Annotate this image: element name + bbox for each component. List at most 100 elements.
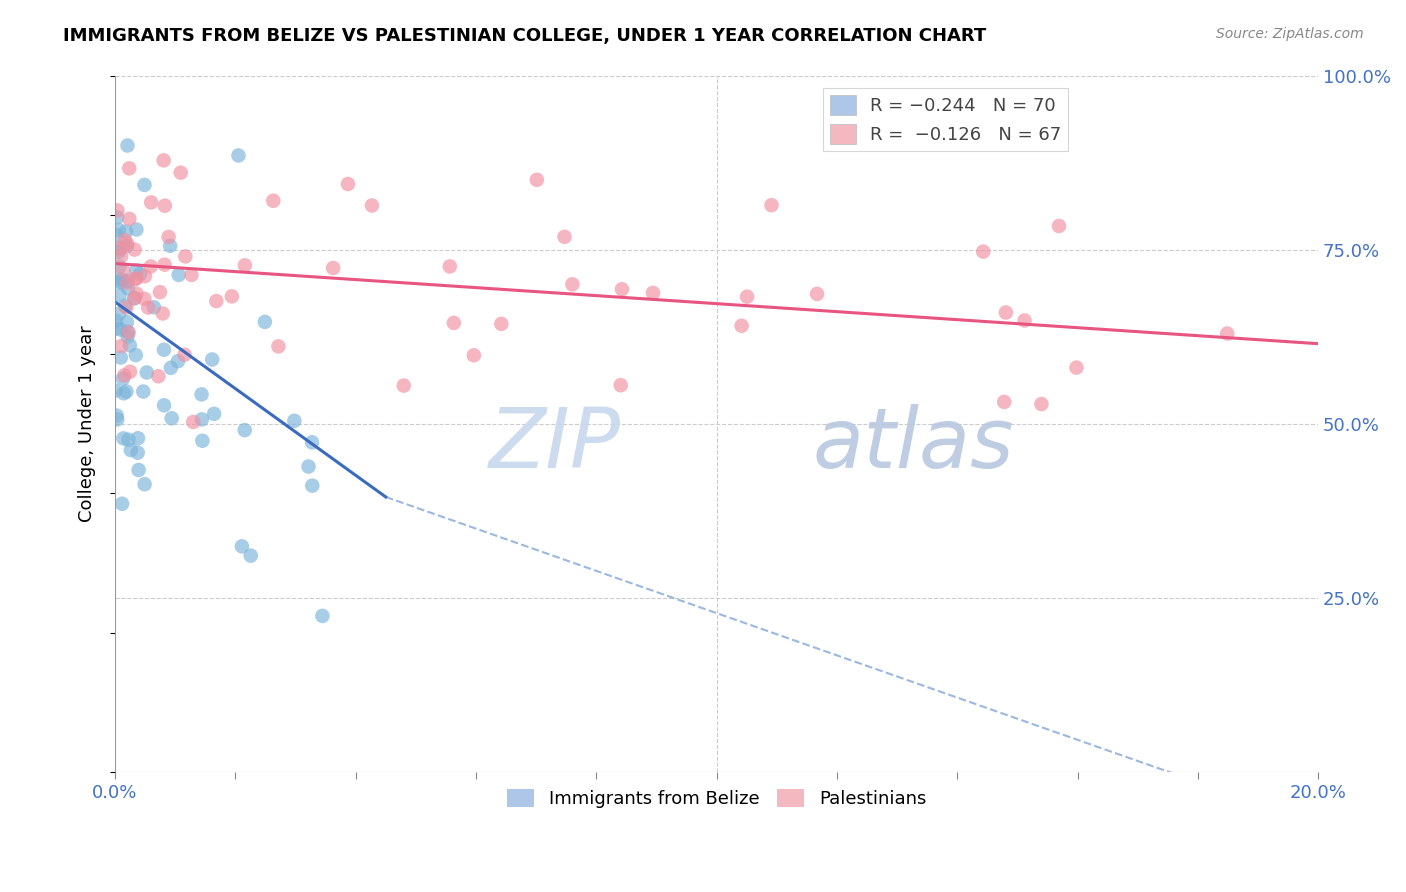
Point bbox=[167, 354, 190, 368]
Point bbox=[553, 229, 575, 244]
Point bbox=[141, 195, 163, 210]
Point bbox=[117, 138, 139, 153]
Point bbox=[806, 286, 828, 301]
Point bbox=[115, 301, 138, 315]
Point bbox=[134, 292, 156, 306]
Point bbox=[735, 290, 758, 304]
Y-axis label: College, Under 1 year: College, Under 1 year bbox=[79, 326, 96, 522]
Point bbox=[993, 395, 1015, 409]
Point bbox=[322, 260, 344, 275]
Point bbox=[125, 271, 148, 285]
Point bbox=[148, 369, 170, 384]
Point bbox=[118, 161, 141, 176]
Point bbox=[132, 384, 155, 399]
Point bbox=[157, 230, 180, 244]
Point bbox=[231, 540, 253, 554]
Point bbox=[491, 317, 513, 331]
Point bbox=[117, 325, 139, 339]
Point bbox=[111, 272, 134, 286]
Point bbox=[191, 434, 214, 448]
Point bbox=[135, 366, 157, 380]
Point bbox=[336, 177, 359, 191]
Point bbox=[114, 299, 136, 313]
Point bbox=[190, 387, 212, 401]
Point bbox=[118, 326, 141, 340]
Point bbox=[191, 412, 214, 426]
Point bbox=[120, 443, 142, 458]
Point bbox=[1014, 313, 1036, 327]
Point bbox=[105, 211, 128, 225]
Point bbox=[134, 269, 156, 284]
Point bbox=[104, 314, 127, 328]
Point bbox=[112, 386, 135, 401]
Point bbox=[128, 463, 150, 477]
Point bbox=[117, 237, 139, 252]
Point bbox=[125, 222, 148, 236]
Point bbox=[105, 321, 128, 335]
Point bbox=[118, 338, 141, 352]
Point bbox=[297, 459, 319, 474]
Point bbox=[202, 407, 225, 421]
Point bbox=[107, 244, 129, 259]
Point bbox=[439, 260, 461, 274]
Point bbox=[167, 268, 190, 282]
Point bbox=[117, 281, 139, 295]
Point bbox=[1047, 219, 1070, 233]
Point bbox=[153, 199, 176, 213]
Point bbox=[267, 339, 290, 353]
Text: IMMIGRANTS FROM BELIZE VS PALESTINIAN COLLEGE, UNDER 1 YEAR CORRELATION CHART: IMMIGRANTS FROM BELIZE VS PALESTINIAN CO… bbox=[63, 27, 987, 45]
Point bbox=[112, 431, 135, 445]
Point bbox=[142, 300, 165, 314]
Point bbox=[181, 415, 204, 429]
Point bbox=[392, 378, 415, 392]
Point bbox=[174, 249, 197, 263]
Point bbox=[115, 315, 138, 329]
Point bbox=[170, 166, 193, 180]
Point bbox=[153, 258, 176, 272]
Point bbox=[1216, 326, 1239, 341]
Point bbox=[110, 249, 132, 263]
Point bbox=[125, 348, 148, 362]
Point bbox=[117, 329, 139, 343]
Point bbox=[110, 339, 132, 353]
Point bbox=[124, 291, 146, 305]
Point bbox=[107, 241, 129, 255]
Point bbox=[117, 274, 139, 288]
Point bbox=[463, 348, 485, 362]
Point bbox=[526, 173, 548, 187]
Point bbox=[108, 288, 131, 302]
Point bbox=[233, 258, 256, 272]
Point bbox=[105, 227, 128, 242]
Point bbox=[311, 608, 333, 623]
Point bbox=[105, 412, 128, 426]
Text: ZIP: ZIP bbox=[488, 404, 620, 485]
Point bbox=[111, 497, 134, 511]
Point bbox=[149, 285, 172, 299]
Point bbox=[609, 378, 631, 392]
Point bbox=[1031, 397, 1053, 411]
Legend: Immigrants from Belize, Palestinians: Immigrants from Belize, Palestinians bbox=[499, 781, 934, 815]
Point bbox=[127, 431, 149, 445]
Point bbox=[283, 414, 305, 428]
Point bbox=[115, 384, 138, 399]
Point bbox=[110, 275, 132, 289]
Point bbox=[159, 239, 181, 253]
Point bbox=[173, 348, 195, 362]
Point bbox=[253, 315, 276, 329]
Point bbox=[124, 243, 146, 257]
Point bbox=[118, 365, 141, 379]
Point bbox=[129, 267, 152, 281]
Point bbox=[108, 223, 131, 237]
Point bbox=[108, 273, 131, 287]
Point bbox=[561, 277, 583, 292]
Point bbox=[111, 371, 134, 385]
Point bbox=[239, 549, 262, 563]
Point bbox=[134, 178, 156, 192]
Point bbox=[153, 343, 176, 357]
Point bbox=[205, 294, 228, 309]
Point bbox=[108, 260, 131, 274]
Point bbox=[112, 263, 135, 277]
Text: Source: ZipAtlas.com: Source: ZipAtlas.com bbox=[1216, 27, 1364, 41]
Point bbox=[180, 268, 202, 282]
Point bbox=[730, 318, 752, 333]
